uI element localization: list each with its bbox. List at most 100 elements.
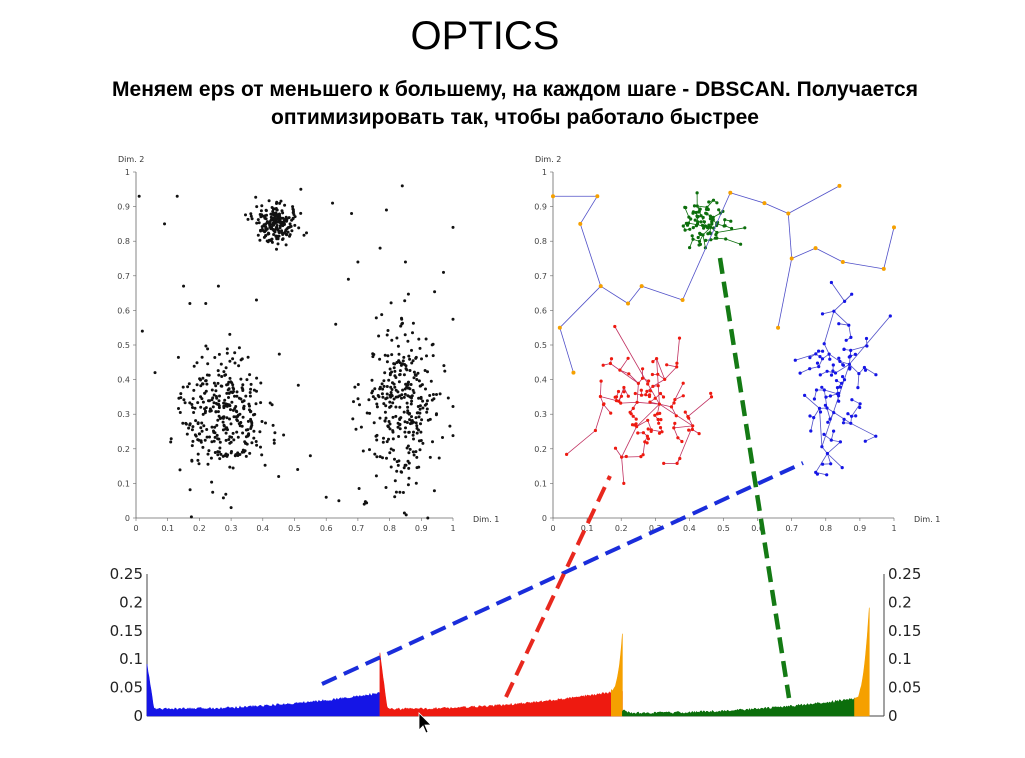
tree-node [613,324,617,329]
tree-node [675,361,679,365]
tree-node [673,421,677,425]
dashed-connectors [321,257,804,699]
data-point [402,466,406,470]
tree-node [635,400,639,404]
data-point [293,215,297,219]
noise-point [346,277,350,281]
tree-edge [620,401,638,404]
data-point [272,216,276,220]
data-point [239,377,243,381]
data-point [410,361,414,365]
tree-edge [826,407,852,424]
data-point [417,415,421,419]
data-point [227,380,231,384]
data-point [219,452,223,456]
data-point [199,384,203,388]
data-point [403,299,407,303]
data-point [273,431,277,435]
data-point [215,423,219,427]
tree-node [691,424,695,428]
data-point [210,398,214,402]
tree-node [841,375,845,379]
data-point [416,411,420,415]
tree-node [739,242,743,246]
data-point [401,491,405,494]
data-point [410,399,414,403]
data-point [386,424,390,428]
data-point [281,238,284,241]
tree-node [818,410,823,414]
data-point [417,379,421,383]
tree-node [838,440,843,444]
data-point [414,356,418,360]
tree-edge [619,358,629,371]
data-point [223,398,227,402]
data-point [194,419,198,423]
data-point [391,429,395,433]
data-point [409,383,413,386]
reach-segment-orange [610,633,623,717]
data-point [378,455,382,459]
left-x-tick-label: 0.4 [256,524,269,533]
tree-node [698,242,703,246]
tree-edge [610,363,639,384]
noise-node [557,325,562,330]
data-point [228,332,232,336]
data-point [267,231,270,235]
tree-edge [865,435,876,442]
data-point [241,389,245,392]
data-point [393,495,397,499]
data-point [415,424,419,428]
reach-segment-blue [146,663,381,717]
data-point [433,290,437,294]
data-point [178,468,182,472]
right-x-tick-label: 0.1 [581,524,594,533]
data-point [234,453,238,457]
data-point [415,378,419,381]
data-point [203,411,207,415]
tree-node [850,398,854,402]
tree-node [690,234,694,238]
data-point [438,392,442,396]
tree-node [672,401,676,405]
data-point [200,429,204,433]
tree-node [833,371,838,375]
tree-edge [666,364,677,368]
data-point [224,366,228,370]
tree-node [650,372,655,377]
data-point [408,447,412,451]
tree-node [848,367,852,371]
right-x-tick-label: 0 [550,524,555,533]
tree-edge [839,361,850,365]
tree-node [849,335,853,339]
data-point [400,316,403,320]
tree-node [808,367,812,371]
data-point [387,437,390,441]
data-point [237,346,241,350]
data-point [274,211,278,215]
tree-edge [849,315,891,365]
noise-edge [559,327,574,373]
right-x-tick-label: 0.7 [785,524,798,533]
data-point [383,410,387,414]
data-point [267,199,271,203]
tree-node [835,386,840,390]
left-y-tick-label: 0.6 [117,306,130,315]
noise-node [578,221,583,226]
tree-node [822,388,826,392]
data-point [214,384,218,388]
data-point [412,391,416,395]
noise-point [229,506,233,510]
tree-node [710,219,714,223]
tree-node [837,391,841,395]
data-point [442,364,446,368]
data-point [198,432,202,436]
data-point [255,389,258,393]
data-point [359,425,363,429]
reach-left-tick-label: 0 [133,707,143,725]
data-point [225,416,229,420]
data-point [213,435,217,439]
tree-node [828,417,832,421]
left-x-tick-label: 0.5 [288,524,301,533]
data-point [426,370,429,374]
